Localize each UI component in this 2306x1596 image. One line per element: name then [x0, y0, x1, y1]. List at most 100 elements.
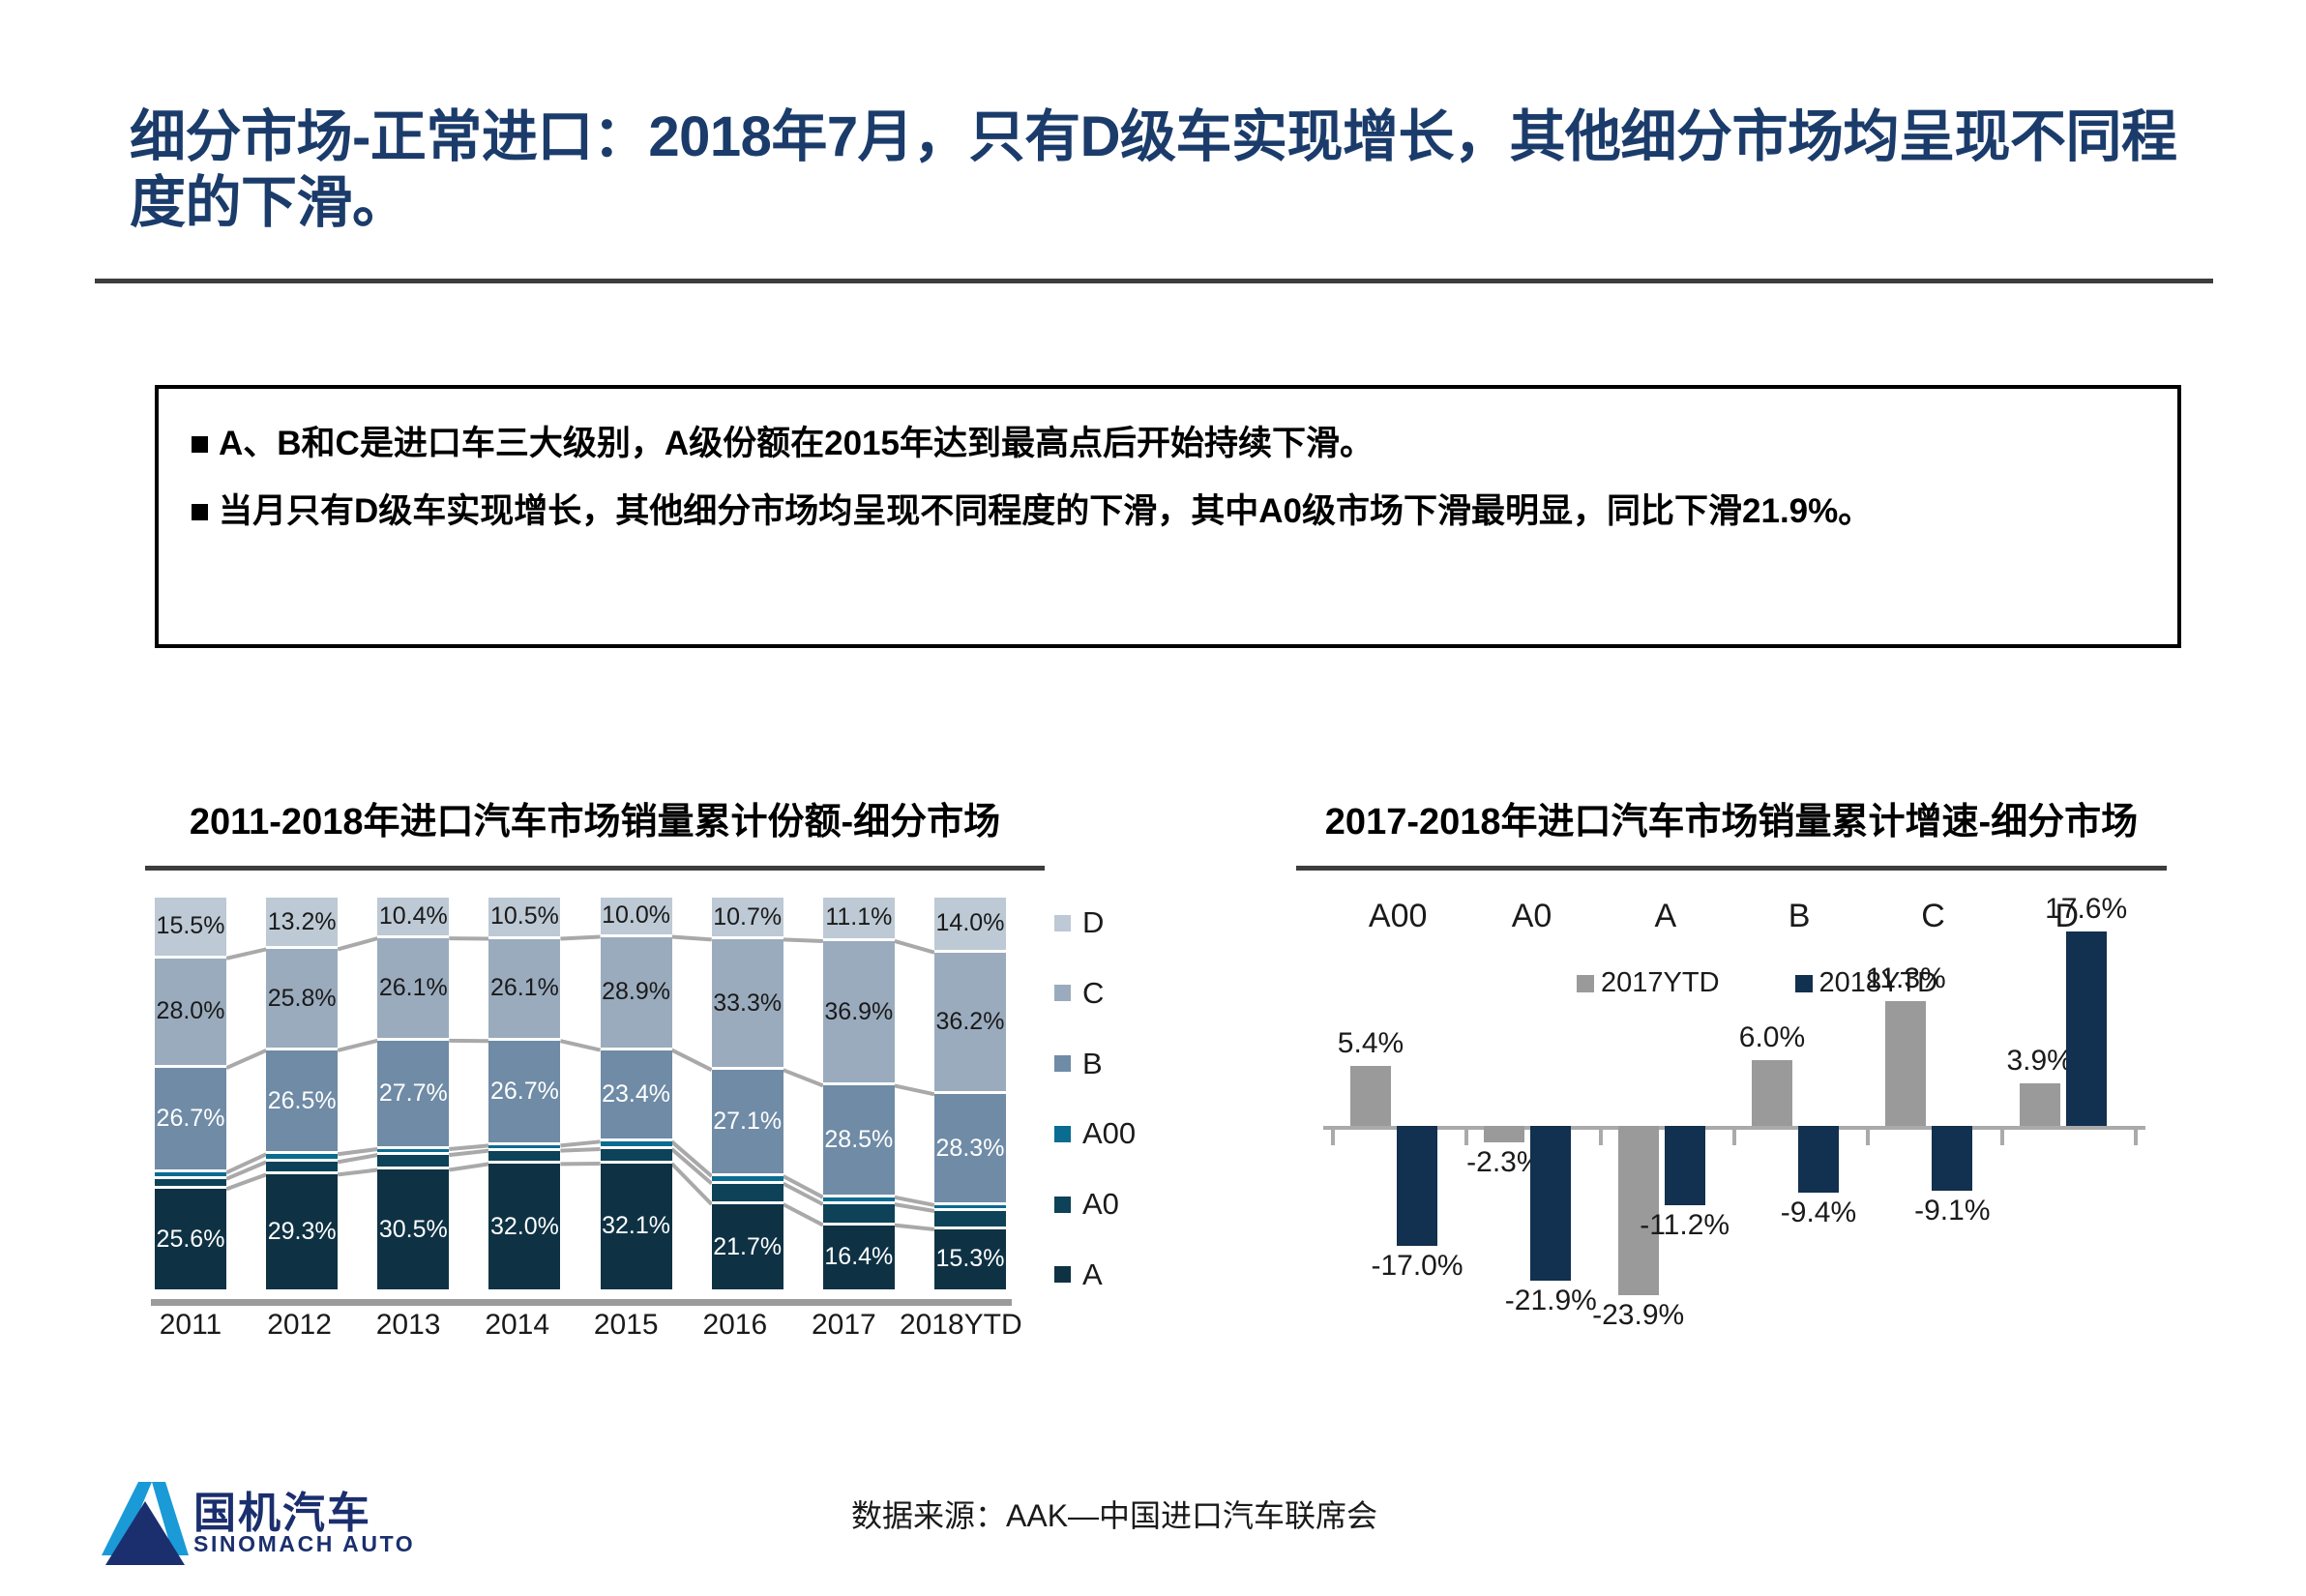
- legend-item-a0[interactable]: A0: [1054, 1187, 1170, 1222]
- legend-label: 2017YTD: [1601, 967, 1720, 998]
- axis-tick: [1598, 1126, 1603, 1145]
- segment-value-label: 33.3%: [713, 989, 783, 1017]
- stack-segment-a0: [266, 1162, 339, 1175]
- stack-segment-a: 30.5%: [377, 1169, 450, 1289]
- legend-item-c[interactable]: C: [1054, 976, 1170, 1011]
- legend-item-a[interactable]: A: [1054, 1257, 1170, 1292]
- bar-2017ytd-d: 3.9%: [2006, 1045, 2073, 1126]
- segment-value-label: 14.0%: [935, 909, 1005, 937]
- stack-segment-a00: [266, 1154, 339, 1163]
- stack-segment-d: 10.7%: [711, 898, 783, 940]
- legend-swatch-icon: [1054, 914, 1071, 931]
- stack-segment-a: 29.3%: [266, 1174, 339, 1289]
- bar-2017ytd-b: 6.0%: [1739, 1021, 1805, 1126]
- bar-2018ytd-d: 17.6%: [2045, 893, 2127, 1126]
- legend-swatch-icon: [1054, 1125, 1071, 1142]
- bar-2017ytd-c: 11.3%: [1866, 962, 1946, 1126]
- stack-segment-d: 14.0%: [933, 898, 1006, 953]
- legend-item-b[interactable]: B: [1054, 1047, 1170, 1081]
- bar-value-label: 5.4%: [1337, 1027, 1404, 1060]
- stacked-bar-column: 11.1% 36.9% 28.5% 16.4%: [822, 898, 895, 1289]
- segment-value-label: 36.2%: [935, 1007, 1005, 1035]
- stacked-bar-column: 10.0% 28.9% 23.4% 32.1%: [600, 898, 672, 1289]
- stack-segment-c: 28.0%: [155, 958, 226, 1069]
- x-axis-tick-label: 2015: [593, 1309, 659, 1341]
- stack-segment-a0: [933, 1210, 1006, 1229]
- logo-subtitle: SINOMACH AUTO: [193, 1531, 416, 1556]
- bar-group: 6.0% -9.4%: [1732, 898, 1866, 1314]
- stacked-share-chart: 2011-2018年进口汽车市场销量累计份额-细分市场 15.5% 28.0% 26…: [145, 791, 1170, 1341]
- summary-callout-box: A、B和C是进口车三大级别，A级份额在2015年达到最高点后开始持续下滑。 当月…: [155, 385, 2181, 648]
- segment-value-label: 27.1%: [713, 1108, 783, 1136]
- stack-segment-a: 25.6%: [155, 1189, 226, 1289]
- bar-2017ytd-a00: 5.4%: [1338, 1027, 1404, 1126]
- chart-title-divider: [1296, 866, 2167, 871]
- segment-value-label: 26.7%: [489, 1078, 559, 1106]
- stack-segment-a0: [488, 1150, 561, 1165]
- bar-2018ytd-a0: -21.9%: [1505, 1126, 1597, 1316]
- x-axis-labels: 2011 2012 2013 2014 2015 2016 2017 2018YTD: [155, 1309, 1022, 1342]
- stack-segment-a0: [822, 1204, 895, 1226]
- stack-segment-d: 10.0%: [600, 898, 672, 937]
- chart-legend-right: 2017YTD 2018YTD: [1577, 967, 1937, 999]
- segment-value-label: 15.3%: [935, 1245, 1005, 1273]
- bar-2018ytd-a: -11.2%: [1640, 1126, 1730, 1241]
- segment-value-label: 30.5%: [378, 1215, 448, 1243]
- segment-value-label: 10.0%: [602, 901, 670, 930]
- list-item: 当月只有D级车实现增长，其他细分市场均呈现不同程度的下滑，其中A0级市场下滑最明…: [192, 486, 2144, 538]
- stack-segment-d: 10.4%: [377, 898, 450, 939]
- segment-value-label: 11.1%: [825, 903, 893, 931]
- bar-2018ytd-b: -9.4%: [1781, 1126, 1856, 1228]
- segment-value-label: 26.1%: [489, 974, 559, 1002]
- legend-item-2018ytd[interactable]: 2018YTD: [1794, 967, 1938, 999]
- stack-segment-d: 11.1%: [822, 898, 895, 941]
- stack-segment-a00: [488, 1145, 561, 1151]
- segment-value-label: 23.4%: [602, 1079, 670, 1108]
- stack-segment-b: 26.7%: [488, 1041, 561, 1146]
- legend-label: A: [1082, 1256, 1103, 1291]
- category-label: A: [1654, 898, 1677, 934]
- bar-value-label: -11.2%: [1640, 1208, 1730, 1241]
- stack-segment-a00: [822, 1197, 895, 1205]
- legend-label: 2018YTD: [1818, 967, 1938, 998]
- stack-segment-a: 15.3%: [933, 1229, 1006, 1289]
- stack-segment-a00: [711, 1175, 783, 1184]
- category-label: A00: [1368, 898, 1428, 934]
- segment-value-label: 28.3%: [935, 1134, 1005, 1162]
- bar-2018ytd-a00: -17.0%: [1371, 1126, 1463, 1282]
- stack-segment-a0: [600, 1148, 672, 1164]
- legend-item-2017ytd[interactable]: 2017YTD: [1577, 967, 1720, 999]
- bar-value-label: -2.3%: [1466, 1145, 1543, 1178]
- stack-segment-a0: [711, 1183, 783, 1205]
- axis-tick: [1464, 1126, 1469, 1145]
- x-axis-line: [151, 1299, 1012, 1306]
- stack-segment-b: 26.7%: [155, 1068, 226, 1173]
- bar-value-label: 11.3%: [1865, 962, 1946, 995]
- stacked-bar-column: 10.4% 26.1% 27.7% 30.5%: [377, 898, 450, 1289]
- stack-segment-b: 27.7%: [377, 1040, 450, 1149]
- chart-title-right: 2017-2018年进口汽车市场销量累计增速-细分市场: [1324, 802, 2139, 842]
- legend-swatch-icon: [1794, 974, 1813, 992]
- category-label: D: [2055, 898, 2080, 934]
- stack-segment-d: 15.5%: [155, 898, 226, 959]
- legend-label: C: [1082, 975, 1105, 1010]
- stack-segment-a: 32.0%: [488, 1164, 561, 1289]
- stacked-bars-container: 15.5% 28.0% 26.7% 25.6% 13.2% 25.8% 26.5% 29.3%…: [155, 898, 1006, 1289]
- bar-group: 11.3% -9.1%: [1866, 898, 1999, 1314]
- axis-tick: [2134, 1126, 2138, 1145]
- stacked-bar-column: 15.5% 28.0% 26.7% 25.6%: [155, 898, 226, 1289]
- x-axis-tick-label: 2012: [267, 1309, 332, 1341]
- x-axis-tick-label: 2013: [375, 1309, 441, 1341]
- segment-value-label: 32.0%: [489, 1212, 559, 1240]
- legend-item-a00[interactable]: A00: [1054, 1116, 1170, 1151]
- chart-title-left: 2011-2018年进口汽车市场销量累计份额-细分市场: [189, 802, 1001, 842]
- sinomach-logo-icon: [102, 1482, 189, 1565]
- bar-2017ytd-a0: -2.3%: [1466, 1126, 1543, 1178]
- segment-value-label: 28.0%: [156, 997, 225, 1025]
- axis-tick: [1999, 1126, 2004, 1145]
- legend-label: A00: [1082, 1116, 1137, 1151]
- stack-segment-a0: [377, 1155, 450, 1170]
- stack-segment-b: 27.1%: [711, 1070, 783, 1176]
- legend-item-d[interactable]: D: [1054, 905, 1170, 940]
- stack-segment-a00: [600, 1141, 672, 1149]
